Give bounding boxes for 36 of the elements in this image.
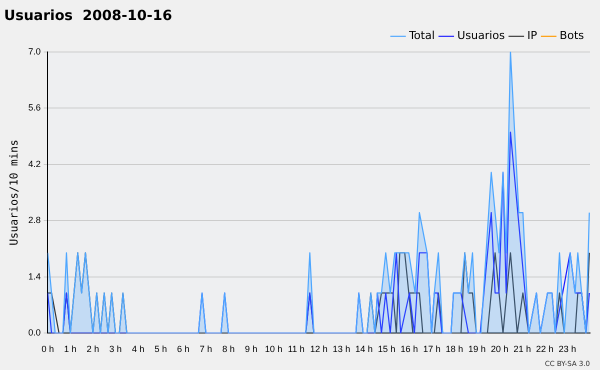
x-tick-label: 0 h <box>41 344 54 354</box>
x-tick-label: 14 h <box>355 344 373 354</box>
y-axis-title: Usuarios/10 mins <box>7 140 20 246</box>
x-tick-label: 8 h <box>222 344 235 354</box>
legend-label: Total <box>408 29 435 42</box>
x-tick-label: 1 h <box>64 344 77 354</box>
legend-label: IP <box>527 29 538 42</box>
x-tick-label: 18 h <box>446 344 464 354</box>
x-tick-label: 21 h <box>513 344 531 354</box>
y-tick-label: 7.0 <box>28 46 41 56</box>
x-tick-label: 6 h <box>177 344 190 354</box>
chart-title: Usuarios 2008-10-16 <box>4 8 172 24</box>
legend-label: Usuarios <box>457 29 506 42</box>
y-tick-label: 0.0 <box>28 328 41 338</box>
x-tick-label: 12 h <box>310 344 328 354</box>
x-tick-label: 10 h <box>264 344 282 354</box>
x-tick-label: 9 h <box>244 344 258 354</box>
x-tick-label: 19 h <box>468 344 486 354</box>
x-tick-label: 16 h <box>400 344 418 354</box>
x-tick-label: 5 h <box>154 344 167 354</box>
x-tick-label: 15 h <box>378 344 396 354</box>
y-tick-label: 5.6 <box>28 102 41 113</box>
x-tick-label: 7 h <box>200 344 212 354</box>
y-tick-label: 2.8 <box>28 215 41 226</box>
y-tick-label: 4.2 <box>28 158 41 169</box>
x-tick-label: 17 h <box>423 344 441 354</box>
x-tick-label: 20 h <box>490 344 508 354</box>
y-tick-label: 1.4 <box>28 271 41 282</box>
x-tick-label: 3 h <box>109 344 122 354</box>
x-tick-label: 13 h <box>332 344 350 354</box>
x-tick-label: 11 h <box>288 344 305 354</box>
x-tick-label: 2 h <box>86 344 100 354</box>
x-tick-label: 4 h <box>132 344 144 354</box>
legend-label: Bots <box>560 29 584 42</box>
x-tick-label: 22 h <box>536 344 554 354</box>
x-tick-label: 23 h <box>558 344 576 354</box>
